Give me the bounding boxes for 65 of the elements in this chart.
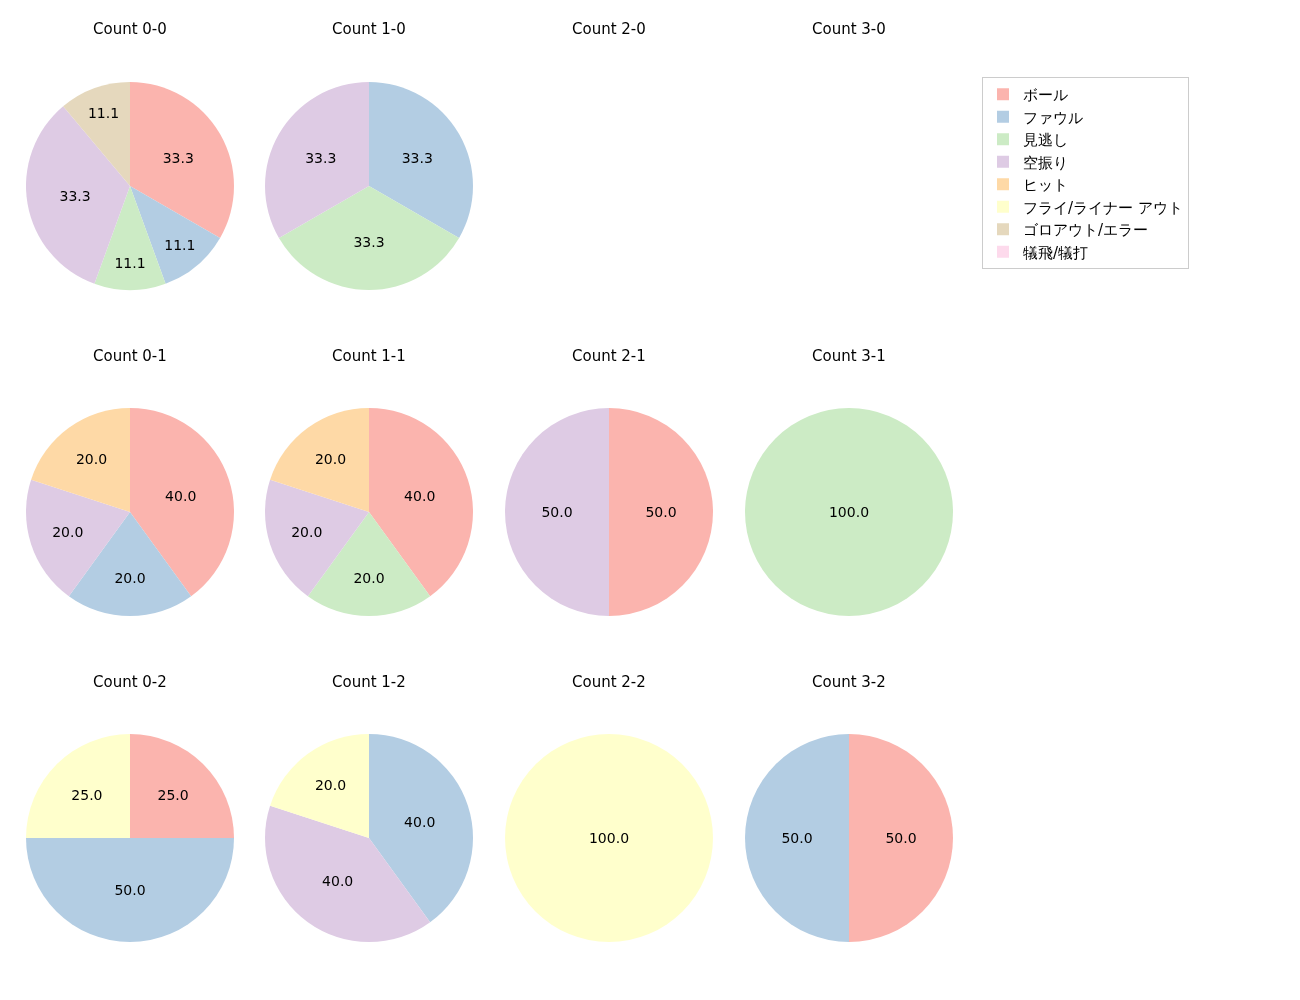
data-label: 11.1 [114,255,146,272]
data-label: 50.0 [781,830,813,846]
data-label: 11.1 [87,105,120,122]
data-label: 20.0 [114,569,146,586]
chart-title: Count 1-1 [332,347,406,365]
data-label: 50.0 [541,504,573,520]
data-label: 40.0 [404,487,436,504]
data-label: 25.0 [71,786,103,803]
chart-title: Count 0-1 [93,347,167,365]
legend-label: 見逃し [1023,131,1068,150]
pie-slice [130,82,234,238]
data-label: 20.0 [291,524,323,541]
pie-slice [31,408,130,512]
chart-title: Count 1-2 [332,673,406,691]
data-label: 33.3 [162,150,194,167]
legend-label: 犠飛/犠打 [1023,243,1089,262]
chart-title: Count 2-2 [572,673,646,691]
data-label: 33.3 [305,150,337,167]
pie-slice [505,408,609,616]
data-label: 40.0 [165,487,197,504]
pie-slice [94,186,166,290]
legend-label: フライ/ライナー アウト [1023,198,1183,217]
legend-label: 空振り [1023,153,1068,172]
chart-title: Count 3-2 [812,673,886,691]
data-label: 33.3 [353,233,385,250]
text: Count 3-0 [812,20,886,38]
legend-label: ゴロアウト/エラー [1023,221,1149,240]
chart-title: Count 3-1 [812,347,886,365]
pie-slice [278,186,460,290]
data-label: 25.0 [157,786,189,803]
data-label: 33.3 [59,187,91,204]
pie-slice [270,408,369,512]
pie-slice [270,734,369,838]
data-label: 40.0 [404,813,436,830]
data-label: 50.0 [114,882,146,898]
pie-slice [26,838,234,942]
data-label: 50.0 [645,504,677,520]
chart-title: Count 0-2 [93,673,167,691]
pie-slice [265,82,369,238]
data-label: 20.0 [314,777,347,794]
legend-label: ヒット [1023,176,1068,195]
pie-slice [26,734,130,838]
data-label: 40.0 [322,873,354,890]
data-label: 20.0 [353,569,385,586]
pie-slice [63,82,130,186]
chart-title: Count 2-1 [572,347,646,365]
legend-label: ボール [1023,86,1068,105]
data-label: 20.0 [314,451,347,468]
data-label: 20.0 [52,524,84,541]
data-label: 11.1 [164,237,196,254]
pie-slice [369,734,473,923]
pie-slice [849,734,953,942]
pie-slice [130,734,234,838]
pie-slice [369,82,473,238]
data-label: 50.0 [885,830,917,846]
chart-title: Count 0-0 [93,20,167,38]
data-label: 33.3 [401,150,433,167]
data-label: 20.0 [75,451,108,468]
text: Count 2-0 [572,20,646,38]
pie-slice [609,408,713,616]
pie-slice [745,734,849,942]
chart-title: Count 1-0 [332,20,406,38]
data-label: 100.0 [588,830,630,846]
data-label: 100.0 [828,504,870,520]
legend-label: ファウル [1023,108,1083,127]
